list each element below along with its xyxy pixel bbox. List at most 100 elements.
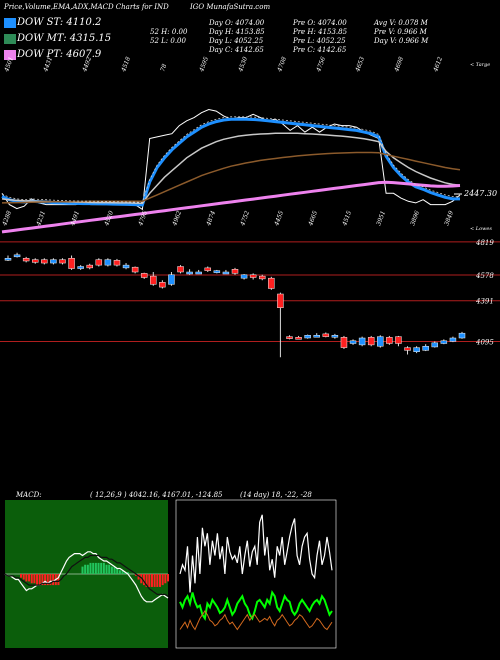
level-label: 4095 — [475, 338, 494, 346]
candle-body — [31, 259, 39, 263]
low-52w: 52 L: 0.00 — [150, 37, 186, 45]
top-tick-label: 4612 — [432, 56, 444, 74]
macd-line — [4, 551, 169, 603]
bottom-tick-label: 3951 — [375, 210, 387, 227]
level-label: 4578 — [475, 272, 494, 280]
candle-body — [140, 273, 148, 278]
dow-pt-swatch — [4, 50, 16, 60]
candle-body — [77, 266, 84, 269]
minus-di-line — [179, 610, 333, 631]
day-open: Day O: 4074.00 — [209, 19, 265, 27]
candle-body — [440, 340, 448, 344]
candle-body — [258, 275, 266, 280]
dow-st-swatch — [4, 18, 16, 28]
candle-body — [449, 337, 457, 342]
dow-mt-swatch — [4, 34, 16, 44]
candle-body — [213, 270, 221, 273]
candle-body — [68, 258, 75, 269]
top-tick-label: 4708 — [276, 56, 288, 74]
bottom-tick-label: 4515 — [341, 210, 353, 228]
bottom-tick-label: 4795 — [137, 210, 149, 228]
candle-body — [22, 258, 30, 262]
adx-line — [179, 514, 333, 593]
candle-body — [286, 336, 293, 339]
bottom-tick-label: 3849 — [443, 210, 455, 227]
adx-params: (14 day) 18, -22, -28 — [240, 491, 312, 499]
candle-body — [222, 271, 230, 275]
day-close: Day C: 4142.65 — [209, 46, 264, 54]
candle-body — [86, 264, 93, 269]
day-volume: Day V: 0.966 M — [374, 37, 429, 45]
candle-body — [422, 346, 429, 351]
top-tick-label: 4653 — [354, 56, 366, 74]
price-series-1 — [1, 117, 460, 207]
level-label: 4391 — [475, 298, 494, 306]
candle-body — [4, 258, 12, 261]
ema-shadow-line — [1, 116, 460, 203]
macd-label: MACD: — [16, 491, 42, 499]
candle-body — [413, 347, 420, 352]
bottom-tick-label: 4962 — [171, 210, 183, 228]
chart-title-left: Price,Volume,EMA,ADX,MACD Charts for IND — [4, 3, 169, 11]
candle-body — [377, 336, 384, 347]
candle-body — [168, 274, 175, 285]
candle-body — [295, 337, 302, 340]
candle-body — [195, 271, 202, 275]
chart-title-right: IGO MunafaSutra.com — [190, 3, 271, 11]
price-tag: 2447.30 — [463, 189, 497, 198]
candle-body — [159, 282, 166, 288]
top-tick-label: 4530 — [237, 56, 249, 74]
candle-body — [277, 293, 284, 308]
macd-params: ( 12,26,9 ) 4042.16, 4167.01, -124.85 — [90, 491, 223, 499]
candle-body — [322, 333, 330, 337]
day-low: Day L: 4052.25 — [209, 37, 264, 45]
candle-body — [395, 336, 402, 344]
top-tick-label: 4492 — [81, 56, 93, 74]
top-tick-label: 4756 — [315, 56, 327, 74]
bottom-tick-label: 4288 — [1, 210, 13, 228]
candle-body — [13, 254, 21, 258]
top-tick-label: 4698 — [393, 56, 405, 74]
macd-signal-line — [4, 554, 169, 597]
bottom-tick-label: 3896 — [409, 210, 421, 227]
prev-close: Pre C: 4142.65 — [293, 46, 347, 54]
candle-body — [177, 266, 184, 273]
candle-body — [113, 260, 121, 266]
corner-top-label: < Targe — [470, 62, 490, 68]
candle-body — [41, 259, 48, 264]
candle-body — [358, 337, 366, 346]
candle-body — [431, 342, 439, 348]
candle-body — [268, 277, 275, 289]
prev-volume: Pre V: 0.966 M — [374, 28, 427, 36]
candle-body — [340, 337, 348, 348]
candle-body — [231, 269, 239, 274]
adx-panel-bg — [175, 499, 337, 649]
candle-body — [122, 264, 130, 269]
dow-st: DOW ST: 4110.2 — [17, 17, 102, 28]
price-series-3 — [1, 151, 461, 204]
candle-body — [349, 340, 357, 344]
candle-body — [458, 332, 466, 339]
dow-mt: DOW MT: 4315.15 — [17, 33, 112, 44]
candle-body — [367, 337, 375, 346]
bottom-tick-label: 4491 — [69, 210, 81, 228]
top-tick-label: 4518 — [120, 56, 132, 74]
top-tick-label: 4595 — [198, 56, 210, 74]
candle-body — [59, 259, 66, 264]
candle-body — [204, 267, 212, 271]
top-tick-label: 4431 — [42, 56, 54, 74]
candle-body — [304, 335, 311, 339]
price-series-2 — [1, 132, 461, 205]
bottom-tick-label: 4455 — [273, 210, 285, 228]
candle-body — [150, 275, 157, 285]
candle-body — [404, 347, 411, 351]
dow-pt: DOW PT: 4607.9 — [17, 49, 102, 60]
prev-low: Pre L: 4052.25 — [293, 37, 346, 45]
price-series-0 — [1, 108, 461, 211]
candle-body — [331, 335, 339, 338]
day-high: Day H: 4153.85 — [209, 28, 265, 36]
price-series-4 — [1, 180, 461, 234]
candle-body — [104, 259, 112, 266]
level-label: 4819 — [475, 239, 494, 247]
prev-high: Pre H: 4153.85 — [293, 28, 348, 36]
